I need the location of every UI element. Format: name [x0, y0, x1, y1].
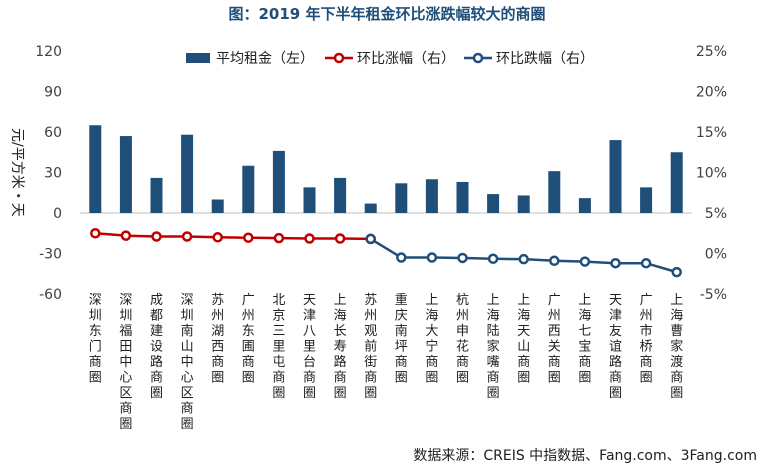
right-tick-label: 10% — [696, 166, 727, 182]
legend-label: 平均租金（左） — [216, 51, 314, 67]
bar — [609, 140, 622, 213]
left-tick-label: 60 — [44, 125, 62, 141]
left-tick-label: 30 — [44, 166, 62, 182]
bar — [150, 177, 163, 213]
line-point — [487, 253, 499, 265]
category-label: 上海大宁商圈 — [425, 293, 438, 386]
line-point — [671, 266, 682, 278]
bar — [334, 177, 347, 213]
category-label: 北京三里屯商圈 — [272, 293, 285, 401]
line-point — [518, 253, 529, 265]
category-label: 天津友谊路商圈 — [609, 293, 622, 401]
bar — [303, 187, 316, 213]
left-axis-label: 元/平方米・天 — [9, 128, 25, 217]
right-tick-label: 25% — [696, 44, 727, 60]
line-point — [396, 252, 407, 263]
bar — [548, 171, 561, 213]
line-point — [579, 256, 591, 267]
legend-swatch-marker — [333, 52, 345, 64]
bar — [517, 195, 530, 213]
source-note: 数据来源：CREIS 中指数据、Fang.com、3Fang.com — [413, 448, 757, 464]
line-point — [181, 231, 193, 242]
category-label: 上海七宝商圈 — [578, 293, 591, 386]
line-point — [120, 230, 132, 241]
line-point — [457, 252, 468, 264]
line-point — [273, 232, 285, 244]
line-point — [212, 232, 223, 243]
right-tick-label: -5% — [700, 287, 727, 303]
bar — [640, 187, 653, 213]
line-point — [426, 252, 438, 263]
bar — [272, 150, 285, 213]
legend-label: 环比涨幅（右） — [357, 51, 455, 67]
category-label: 广州西关商圈 — [548, 293, 561, 386]
bar — [425, 179, 438, 213]
bar — [578, 198, 591, 213]
category-label: 重庆南坪商圈 — [395, 292, 408, 386]
bar — [670, 152, 683, 213]
left-tick-label: 120 — [35, 44, 62, 60]
chart-title: 图：2019 年下半年租金环比涨跌幅较大的商圈 — [229, 5, 546, 23]
bar-series — [89, 125, 683, 213]
right-tick-label: 15% — [696, 125, 727, 141]
category-label: 上海陆家嘴商圈 — [487, 293, 500, 401]
line-point — [243, 232, 254, 243]
line-series — [90, 228, 682, 278]
line-point — [304, 233, 315, 244]
category-label: 深圳东门商圈 — [89, 293, 102, 386]
category-label: 上海曹家渡商圈 — [670, 293, 683, 401]
bar — [181, 134, 194, 213]
bar — [487, 194, 500, 213]
left-tick-label: 0 — [53, 206, 62, 222]
left-tick-label: -60 — [39, 287, 62, 303]
left-axis-ticks: 120 90 60 30 0 -30 -60 — [35, 44, 62, 303]
right-axis-ticks: 25% 20% 15% 10% 5% 0% -5% — [696, 44, 727, 303]
category-label: 广州市桥商圈 — [640, 293, 653, 386]
category-labels: 深圳东门商圈 深圳福田中心区商圈 成都建设路商圈 深圳南山中心区商圈 苏州湖西商圈 广州东… — [89, 292, 683, 432]
line-point — [334, 233, 346, 244]
line-point — [90, 228, 101, 239]
line-point — [365, 233, 376, 245]
bar — [211, 199, 224, 213]
right-tick-label: 20% — [696, 85, 727, 101]
bar — [395, 183, 408, 213]
bar — [456, 181, 469, 213]
right-tick-label: 5% — [705, 206, 727, 222]
category-label: 上海长寿路商圈 — [334, 293, 347, 401]
legend-swatch-marker — [472, 52, 484, 64]
category-label: 苏州湖西商圈 — [211, 292, 224, 386]
bar — [119, 136, 132, 213]
category-label: 广州东圃商圈 — [242, 293, 255, 386]
legend: 平均租金（左） 环比涨幅（右） 环比跌幅（右） — [186, 51, 594, 67]
category-label: 成都建设路商圈 — [150, 293, 163, 401]
bar — [364, 203, 377, 213]
series-line — [95, 232, 371, 241]
left-tick-label: 90 — [44, 85, 62, 101]
right-tick-label: 0% — [705, 247, 727, 263]
category-label: 深圳南山中心区商圈 — [181, 293, 194, 432]
bar — [242, 165, 255, 213]
left-tick-label: -30 — [39, 247, 62, 263]
category-label: 杭州申花商圈 — [456, 293, 469, 386]
line-point — [549, 255, 560, 267]
line-point — [610, 257, 621, 269]
category-label: 苏州观前街商圈 — [364, 292, 377, 401]
category-label: 深圳福田中心区商圈 — [119, 293, 132, 432]
legend-label: 环比跌幅（右） — [496, 51, 594, 67]
legend-swatch-bar — [186, 53, 210, 63]
category-label: 天津八里台商圈 — [303, 293, 316, 401]
line-point — [640, 257, 652, 269]
category-label: 上海天山商圈 — [517, 293, 530, 386]
bar — [89, 125, 102, 213]
line-point — [151, 231, 162, 242]
